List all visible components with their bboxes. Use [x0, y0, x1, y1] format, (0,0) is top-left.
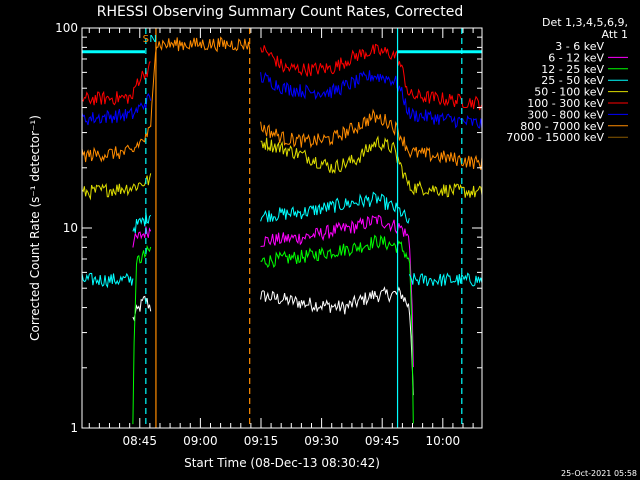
y-tick-label-2: 10 [63, 221, 78, 235]
series-8-segment-3 [260, 108, 482, 170]
series-1-segment-2 [260, 286, 414, 396]
plot-frame [81, 27, 483, 429]
legend-entry-8: 800 - 7000 keV [520, 120, 604, 133]
series-2-segment-1 [132, 226, 152, 248]
series-4-segment-3 [260, 191, 410, 224]
series-4 [82, 50, 482, 289]
series-2 [132, 214, 414, 368]
axes: 1 10 100 08:45 09:00 09:15 09:30 09:45 10:00 [55, 21, 482, 448]
series-8 [82, 36, 482, 170]
series-6 [82, 43, 482, 111]
chart-title: RHESSI Observing Summary Count Rates, Co… [97, 4, 463, 20]
x-tick-label-6: 10:00 [426, 434, 461, 448]
series-1 [132, 286, 414, 396]
legend-entry-9: 7000 - 15000 keV [506, 131, 604, 144]
series-6-segment-1 [82, 61, 151, 106]
series-5 [82, 135, 482, 201]
series-4-segment-1 [82, 272, 134, 289]
legend-entry-7: 300 - 800 keV [527, 108, 604, 121]
series-1-segment-1 [132, 295, 152, 322]
y-tick-label-1: 1 [70, 421, 78, 435]
x-tick-label-4: 09:30 [304, 434, 339, 448]
legend-entry-3: 12 - 25 keV [541, 63, 604, 76]
legend-header: Det 1,3,4,5,6,9, [542, 16, 628, 29]
y-axis-label: Corrected Count Rate (s⁻¹ detector⁻¹) [28, 115, 42, 341]
annotation-2: N [149, 34, 156, 45]
x-axis-label: Start Time (08-Dec-13 08:30:42) [184, 456, 380, 470]
x-tick-label-1: 08:45 [122, 434, 157, 448]
series-3 [132, 234, 414, 425]
annotation-1: S [143, 34, 149, 45]
series-2-segment-2 [260, 214, 414, 368]
x-tick-label-5: 09:45 [365, 434, 400, 448]
series-4-segment-4 [408, 272, 482, 287]
series-7-segment-1 [82, 92, 152, 126]
legend-entry-1: 3 - 6 keV [555, 40, 604, 53]
x-tick-label-2: 09:00 [183, 434, 218, 448]
timestamp: 25-Oct-2021 05:58 [561, 469, 637, 478]
legend-entry-2: 6 - 12 keV [548, 51, 604, 64]
series-4-segment-2 [132, 212, 152, 234]
series-5-segment-1 [82, 173, 152, 201]
series-5-segment-2 [260, 135, 482, 198]
series-6-segment-2 [260, 43, 482, 111]
series-8-segment-1 [82, 125, 152, 163]
legend-entry-5: 50 - 100 keV [534, 86, 604, 99]
series-3-segment-1 [132, 244, 152, 425]
series-7-segment-2 [260, 70, 482, 129]
y-tick-label-3: 100 [55, 21, 78, 35]
series-3-segment-2 [260, 234, 414, 424]
series-8-segment-2 [150, 36, 251, 127]
legend-header-attenuator: Att 1 [602, 28, 628, 41]
legend-entry-4: 25 - 50 keV [541, 74, 604, 87]
series-7 [82, 70, 482, 129]
x-tick-label-3: 09:15 [244, 434, 279, 448]
legend-entry-6: 100 - 300 keV [527, 97, 604, 110]
